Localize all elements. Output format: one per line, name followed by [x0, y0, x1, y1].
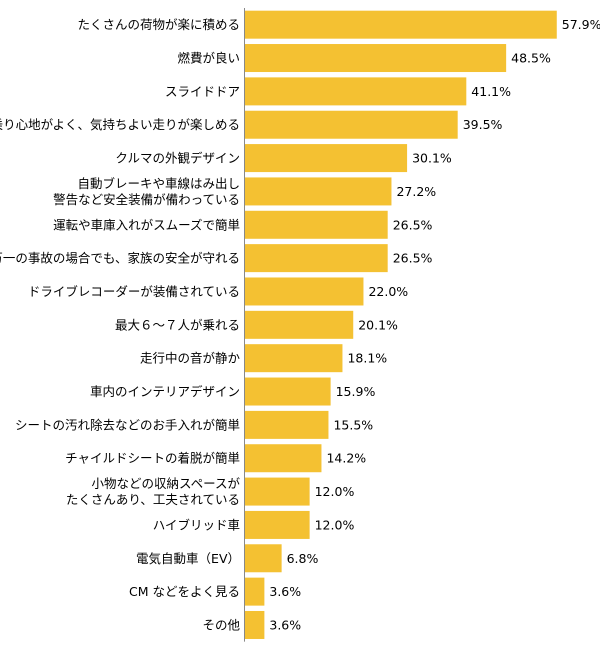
category-label-15: ハイブリッド車 [153, 517, 240, 532]
category-label-17: CM などをよく見る [129, 584, 240, 599]
category-label-2: スライドドア [165, 84, 240, 99]
bar-17 [245, 577, 265, 606]
value-label-18: 3.6% [269, 617, 301, 632]
category-label-5-line-1: 警告など安全装備が備わっている [53, 192, 240, 207]
bar-2 [245, 77, 467, 106]
value-label-8: 22.0% [368, 284, 408, 299]
category-labels: たくさんの荷物が楽に積める燃費が良いスライドドア乗り心地がよく、気持ちよい走りが… [0, 17, 240, 632]
value-labels: 57.9% 48.5% 41.1% 39.5% 30.1% 27.2% 26.5% 26.5%… [269, 17, 600, 632]
category-label-5-line-0: 自動ブレーキや車線はみ出し [77, 176, 240, 191]
bar-5 [245, 177, 392, 206]
value-label-16: 6.8% [287, 551, 319, 566]
bar-6 [245, 210, 388, 239]
value-label-0: 57.9% [562, 17, 600, 32]
category-label-11: 車内のインテリアデザイン [90, 384, 240, 399]
category-label-12: シートの汚れ除去などのお手入れが簡単 [15, 417, 240, 432]
category-label-4: クルマの外観デザイン [115, 151, 240, 166]
category-label-3: 乗り心地がよく、気持ちよい走りが楽しめる [0, 117, 240, 132]
bar-4 [245, 144, 408, 173]
category-label-6: 運転や車庫入れがスムーズで簡単 [53, 217, 240, 232]
value-label-1: 48.5% [511, 51, 551, 66]
category-label-9: 最大６～７人が乗れる [115, 317, 240, 332]
category-label-1: 燃費が良い [177, 51, 240, 66]
category-label-10: 走行中の音が静か [140, 351, 241, 366]
bar-12 [245, 410, 329, 439]
value-label-4: 30.1% [412, 151, 452, 166]
category-label-0: たくさんの荷物が楽に積める [77, 17, 240, 32]
category-label-14-line-0: 小物などの収納スペースが [91, 476, 240, 491]
value-label-6: 26.5% [393, 217, 433, 232]
bar-14 [245, 477, 310, 506]
value-label-13: 14.2% [326, 451, 366, 466]
bar-10 [245, 344, 343, 373]
bar-16 [245, 544, 282, 573]
value-label-2: 41.1% [471, 84, 511, 99]
value-label-7: 26.5% [393, 251, 433, 266]
bar-3 [245, 110, 458, 139]
bar-9 [245, 310, 354, 339]
category-label-8: ドライブレコーダーが装備されている [28, 284, 240, 299]
category-label-18: その他 [202, 617, 240, 632]
bar-15 [245, 510, 310, 539]
category-label-14-line-1: たくさんあり、工夫されている [66, 492, 240, 507]
category-label-13: チャイルドシートの着脱が簡単 [65, 451, 240, 466]
bar-8 [245, 277, 364, 306]
value-label-5: 27.2% [396, 184, 436, 199]
value-label-9: 20.1% [358, 317, 398, 332]
category-label-7: 万一の事故の場合でも、家族の安全が守れる [0, 251, 240, 266]
bar-13 [245, 444, 322, 473]
value-label-15: 12.0% [315, 517, 355, 532]
bar-0 [245, 10, 557, 39]
bar-7 [245, 244, 388, 273]
value-label-10: 18.1% [347, 351, 387, 366]
value-label-17: 3.6% [269, 584, 301, 599]
value-label-11: 15.9% [336, 384, 376, 399]
value-label-14: 12.0% [315, 484, 355, 499]
value-label-3: 39.5% [463, 117, 503, 132]
bar-11 [245, 377, 331, 406]
value-label-12: 15.5% [333, 417, 373, 432]
bar-18 [245, 610, 265, 639]
category-label-16: 電気自動車（EV） [136, 551, 240, 566]
bars [245, 10, 557, 639]
bar-1 [245, 44, 507, 73]
